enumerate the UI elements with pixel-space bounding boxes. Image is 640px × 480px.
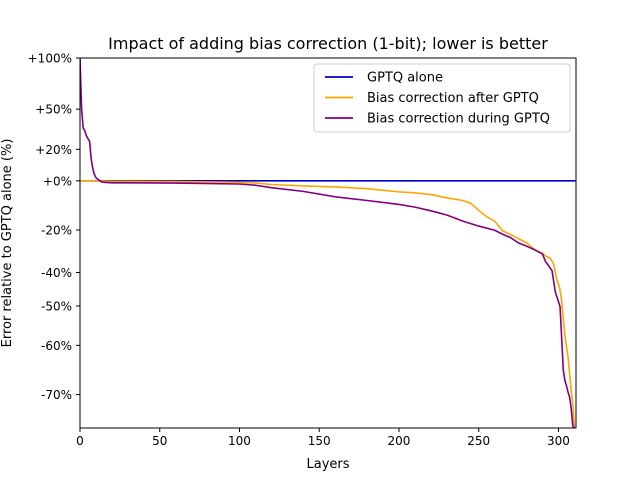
legend-label-0: GPTQ alone — [367, 71, 443, 86]
legend-box — [313, 63, 571, 133]
plot-area: 0 50 100 150 200 250 300 +100% +50% +20% +0% -20% -4… — [28, 52, 577, 448]
x-tick-label: 150 — [308, 434, 331, 448]
x-tick-label: 300 — [547, 434, 570, 448]
legend-label-2: Bias correction during GPTQ — [367, 112, 550, 127]
y-tick-label: -40% — [41, 266, 72, 280]
y-tick-label: +100% — [28, 52, 72, 66]
y-tick-label: +0% — [43, 174, 72, 188]
series-line-1 — [80, 180, 576, 427]
y-tick-label: -50% — [41, 299, 72, 313]
y-axis-label: Error relative to GPTQ alone (%) — [0, 139, 15, 348]
x-axis-label: Layers — [306, 457, 349, 472]
legend-label-1: Bias correction after GPTQ — [367, 91, 539, 106]
plot-frame — [79, 57, 577, 429]
y-tick-label: +20% — [35, 143, 72, 157]
x-tick-label: 250 — [467, 434, 490, 448]
x-tick-label: 100 — [228, 434, 251, 448]
y-tick-label: -60% — [41, 339, 72, 353]
chart-title: Impact of adding bias correction (1-bit)… — [108, 34, 548, 53]
series-lines — [80, 58, 576, 428]
x-tick-label: 200 — [388, 434, 411, 448]
x-tick-label: 0 — [76, 434, 84, 448]
y-tick-label: +50% — [35, 103, 72, 117]
legend: GPTQ alone Bias correction after GPTQ Bias… — [313, 63, 571, 133]
series-line-2 — [80, 58, 576, 428]
y-tick-label: -20% — [41, 224, 72, 238]
x-tick-label: 50 — [152, 434, 167, 448]
y-tick-label: -70% — [41, 388, 72, 402]
